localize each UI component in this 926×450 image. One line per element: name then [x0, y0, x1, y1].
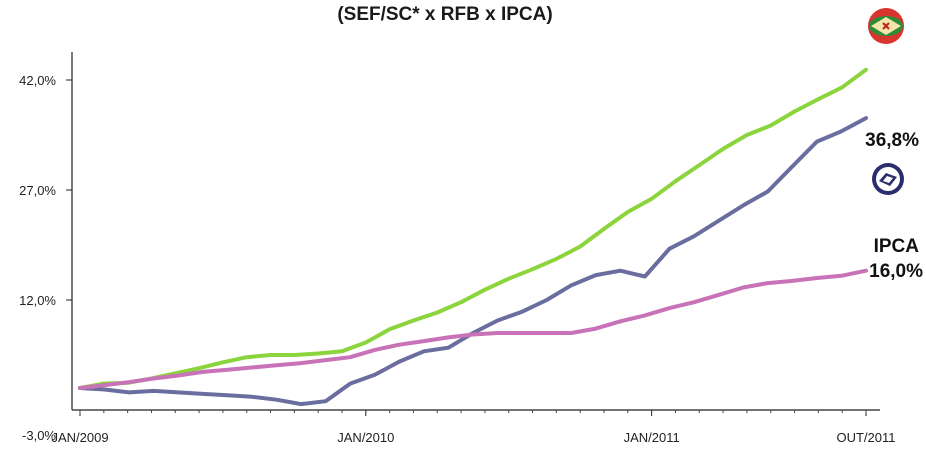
series-line-0 [78, 67, 868, 390]
x-tick-label: JAN/2009 [51, 430, 108, 445]
y-tick-label: -3,0% [22, 428, 56, 443]
rfb-value-label: 36,8% [865, 130, 919, 151]
y-tick-label: 12,0% [19, 293, 56, 308]
x-tick-label: JAN/2011 [624, 430, 680, 445]
series-line-2 [78, 268, 868, 390]
y-tick-label: 27,0% [19, 183, 56, 198]
x-tick-label: JAN/2010 [337, 430, 394, 445]
ipca-name-label: IPCA [874, 236, 920, 257]
series-lines [78, 67, 868, 407]
chart-title: (SEF/SC* x RFB x IPCA) [337, 4, 552, 25]
x-tick-label: OUT/2011 [836, 430, 895, 445]
santa-catarina-emblem-icon [868, 8, 904, 44]
x-ticks: JAN/2009 JAN/2010 JAN/2011 OUT/2011 [51, 410, 896, 445]
y-ticks: 42,0% 27,0% 12,0% -3,0% [19, 73, 72, 443]
y-tick-label: 42,0% [19, 73, 56, 88]
series-line-1 [78, 116, 868, 407]
receita-federal-logo-icon [872, 163, 904, 195]
ipca-value-label: 16,0% [869, 261, 923, 282]
